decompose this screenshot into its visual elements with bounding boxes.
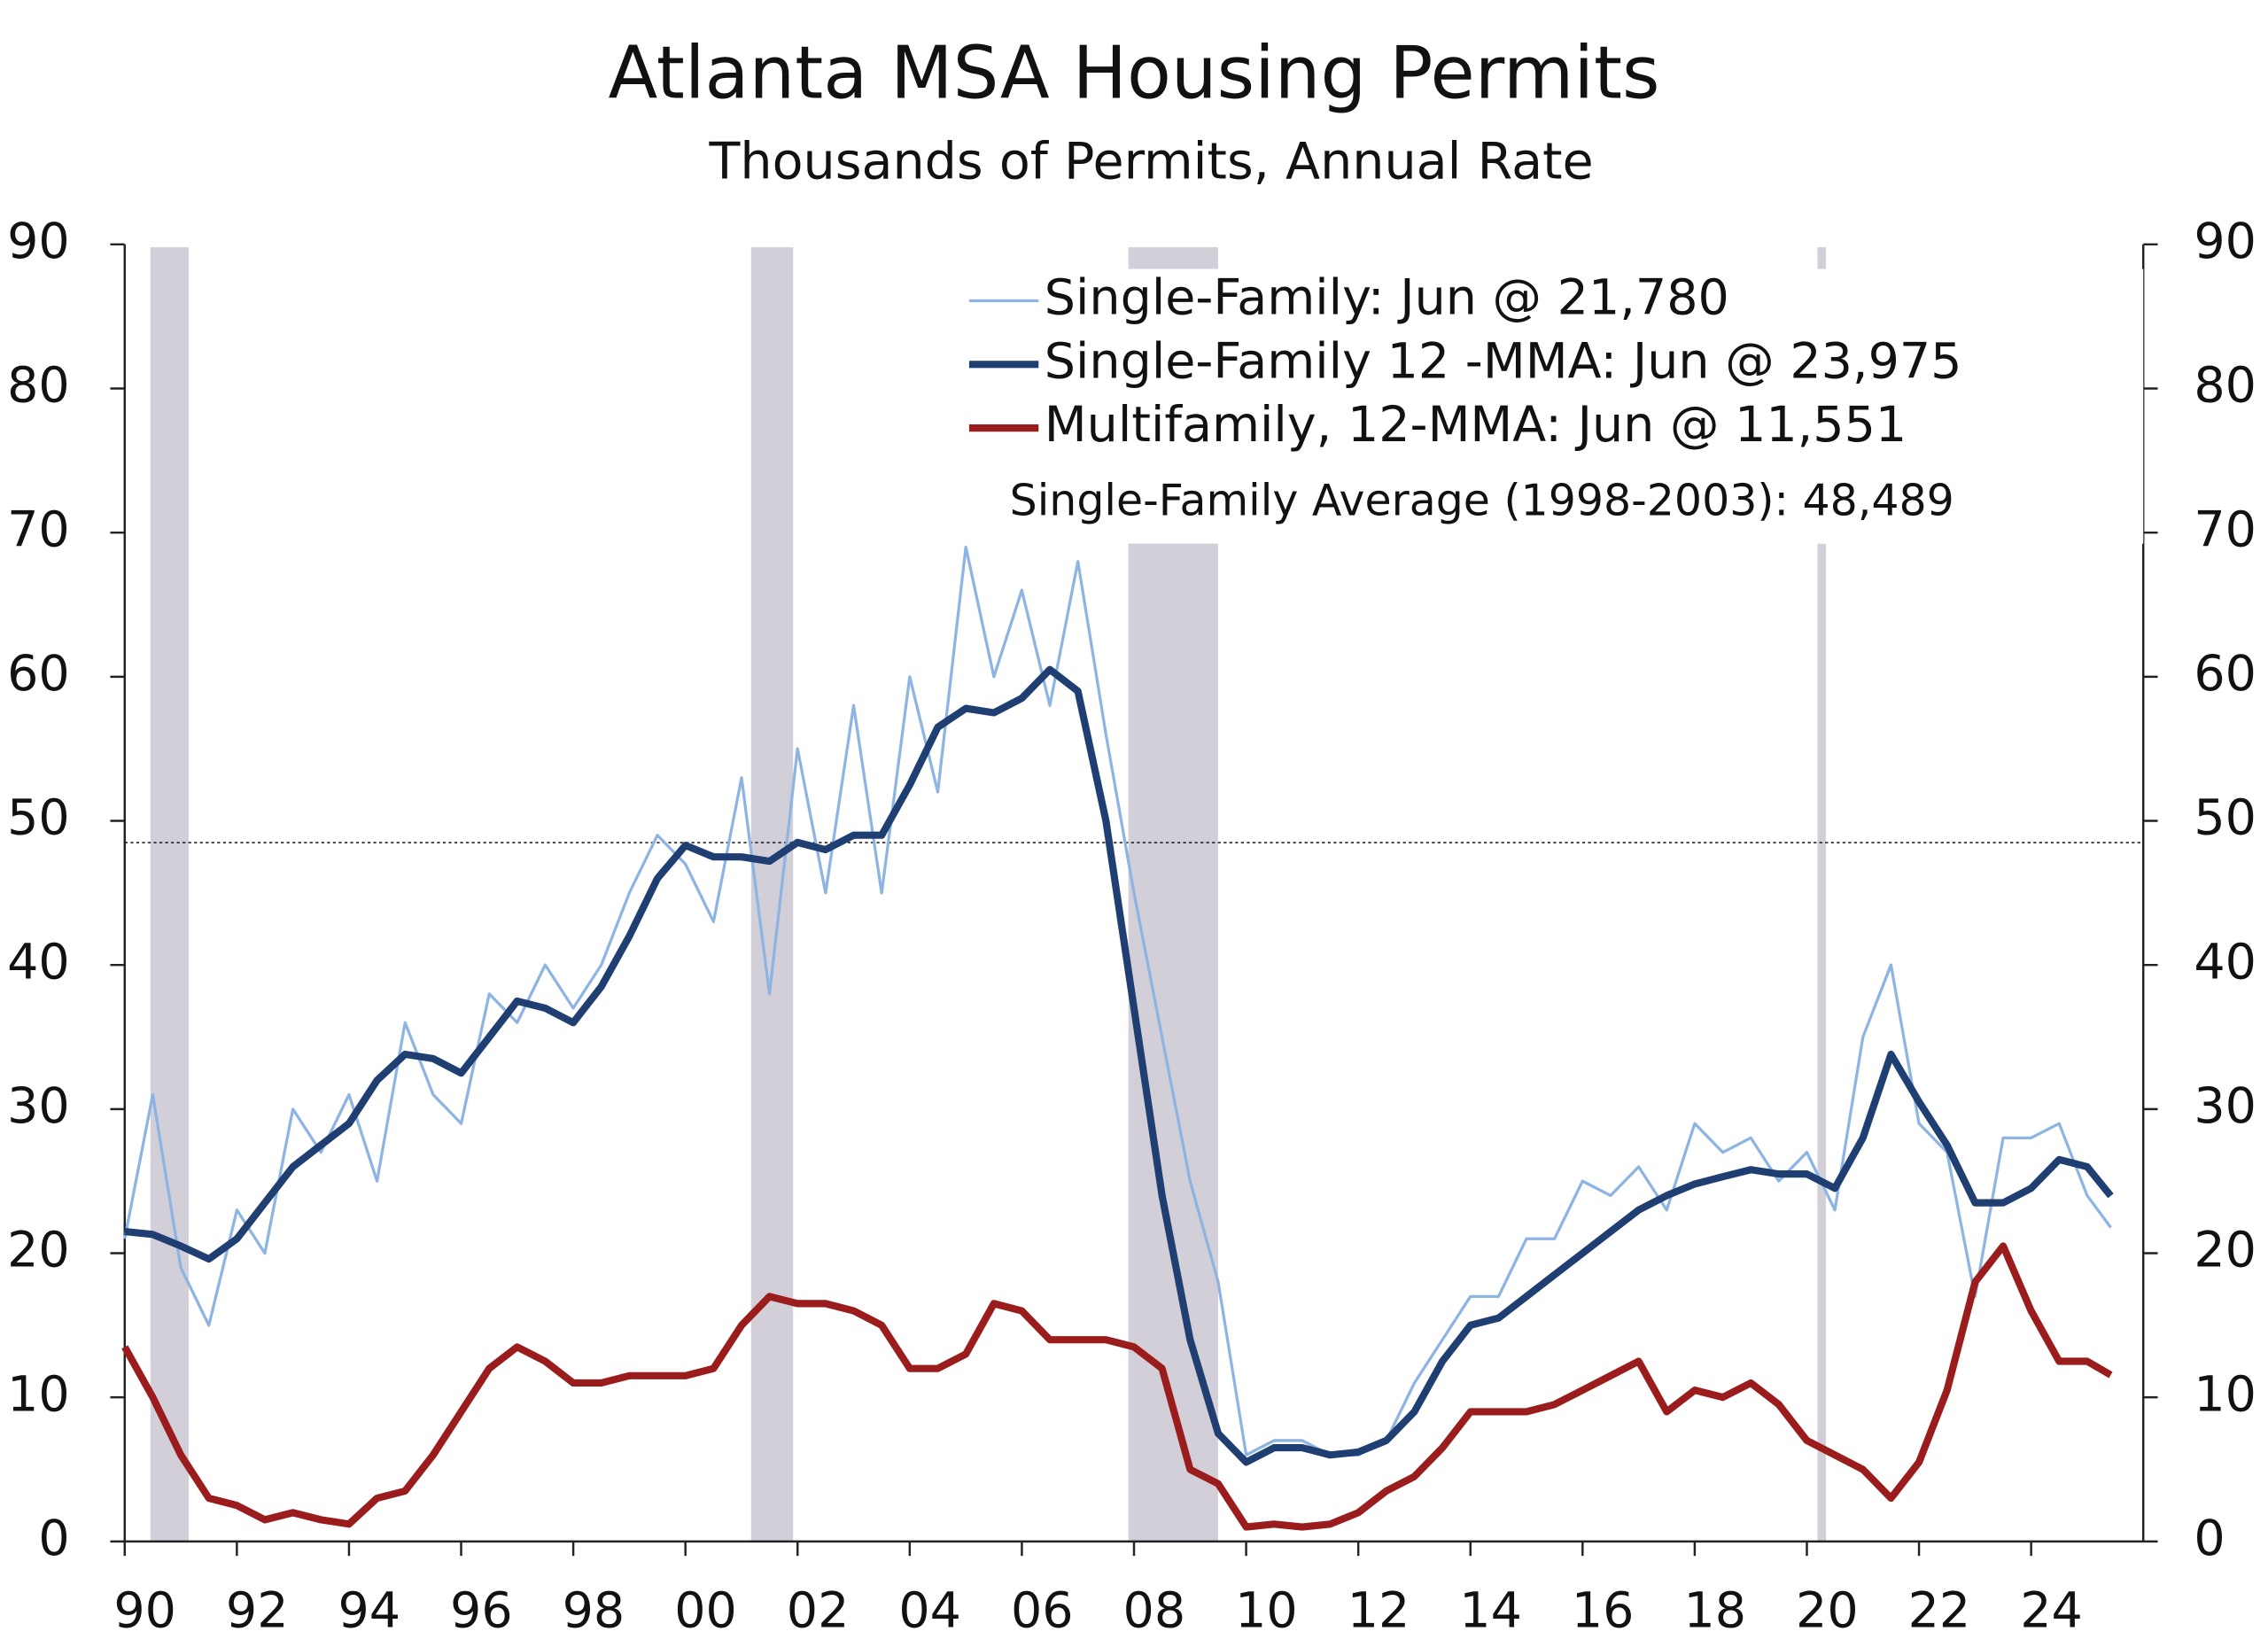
y-tick-label-right: 0 <box>2194 1510 2225 1567</box>
x-tick-label: 90 <box>113 1582 176 1640</box>
series-line <box>124 665 2114 1466</box>
y-tick-label: 70 <box>7 501 70 558</box>
legend-box <box>954 268 2144 544</box>
y-tick-label-right: 20 <box>2194 1222 2256 1279</box>
x-tick-label: 08 <box>1123 1582 1186 1640</box>
series-line <box>123 545 2112 1457</box>
x-tick-label: 22 <box>1908 1582 1971 1640</box>
series-line <box>121 1242 2113 1531</box>
y-tick-label-right: 50 <box>2194 789 2256 847</box>
x-tick-label: 18 <box>1683 1582 1746 1640</box>
recession-band <box>1817 247 1827 1542</box>
y-tick-label-right: 40 <box>2194 933 2256 991</box>
y-tick-label: 30 <box>7 1077 70 1135</box>
x-tick-label: 06 <box>1011 1582 1074 1640</box>
x-tick-label: 02 <box>787 1582 850 1640</box>
x-tick-label: 16 <box>1572 1582 1635 1640</box>
y-tick-label: 90 <box>7 213 70 270</box>
x-tick-label: 00 <box>674 1582 737 1640</box>
y-tick-label: 40 <box>7 933 70 991</box>
y-tick-label: 0 <box>38 1510 69 1567</box>
y-tick-label: 80 <box>7 357 70 415</box>
chart-title: Atlanta MSA Housing Permits <box>608 32 1659 116</box>
y-tick-label: 20 <box>7 1222 70 1279</box>
x-tick-label: 96 <box>450 1582 513 1640</box>
legend-label: Single-Family: Jun @ 21,780 <box>1045 269 1729 327</box>
y-tick-label: 60 <box>7 645 70 703</box>
y-tick-label-right: 90 <box>2194 213 2256 270</box>
y-tick-label-right: 10 <box>2194 1365 2256 1423</box>
y-tick-label: 50 <box>7 789 70 847</box>
x-tick-label: 94 <box>338 1582 400 1640</box>
annotation: Single-Family Average (1998-2003): 48,48… <box>1010 475 1954 525</box>
y-tick-label-right: 70 <box>2194 501 2256 558</box>
y-tick-label-right: 80 <box>2194 357 2256 415</box>
x-tick-label: 20 <box>1796 1582 1859 1640</box>
x-tick-label: 24 <box>2020 1582 2083 1640</box>
legend: Single-Family: Jun @ 21,780Single-Family… <box>954 268 2144 544</box>
recession-band <box>150 247 189 1542</box>
chart-subtitle: Thousands of Permits, Annual Rate <box>709 133 1594 191</box>
y-tick-label: 10 <box>7 1365 70 1423</box>
x-tick-label: 12 <box>1348 1582 1410 1640</box>
x-tick-label: 92 <box>226 1582 289 1640</box>
x-tick-label: 14 <box>1459 1582 1522 1640</box>
x-tick-label: 10 <box>1235 1582 1298 1640</box>
legend-label: Multifamily, 12-MMA: Jun @ 11,551 <box>1045 396 1907 454</box>
legend-label: Single-Family 12 -MMA: Jun @ 23,975 <box>1045 332 1962 390</box>
y-tick-label-right: 60 <box>2194 645 2256 703</box>
x-tick-label: 04 <box>898 1582 961 1640</box>
x-tick-label: 98 <box>563 1582 625 1640</box>
y-tick-label-right: 30 <box>2194 1077 2256 1135</box>
